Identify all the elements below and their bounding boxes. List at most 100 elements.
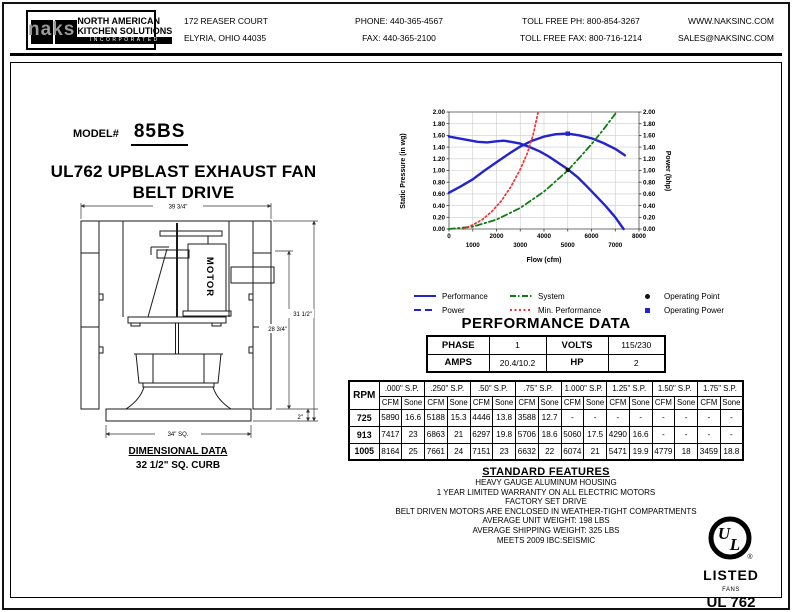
- rpm-data-cell: 7151: [469, 442, 494, 461]
- rpm-data-cell: 22: [537, 442, 562, 461]
- svg-text:1.00: 1.00: [643, 168, 656, 175]
- rpm-data-cell: 15.3: [446, 408, 471, 427]
- fax-line: FAX: 440-365-2100: [362, 32, 436, 43]
- model-label: MODEL#: [73, 128, 119, 140]
- legend-label: Min. Performance: [538, 305, 602, 315]
- marker-operating-power: [565, 131, 570, 136]
- svg-text:®: ®: [747, 553, 753, 561]
- electrical-header-cell: PHASE: [426, 335, 490, 355]
- svg-text:1000: 1000: [466, 242, 481, 249]
- svg-text:7000: 7000: [608, 242, 623, 249]
- svg-text:5000: 5000: [561, 242, 576, 249]
- rpm-data-cell: 7661: [424, 442, 448, 461]
- rpm-data-cell: 6074: [560, 442, 585, 461]
- electrical-value-cell: 20.4/10.2: [488, 353, 547, 373]
- logo-naks-text: naks: [28, 18, 76, 40]
- rpm-data-cell: 18.6: [537, 425, 562, 444]
- svg-text:1.60: 1.60: [433, 133, 446, 140]
- rpm-data-cell: 18.8: [719, 442, 744, 461]
- rpm-data-cell: 5188: [424, 408, 448, 427]
- header-web: WWW.NAKSINC.COM SALES@NAKSINC.COM: [676, 13, 782, 47]
- rpm-data-cell: 19.9: [628, 442, 653, 461]
- rpm-row: 725 5890 16.6 5188 15.3 4446 13.8 3588 12.7- - - - -…: [348, 408, 744, 427]
- legend-label: Operating Point: [664, 291, 720, 301]
- electrical-row: PHASE 1 VOLTS 115/230: [426, 335, 666, 355]
- main-content-box: MODEL# 85BS UL762 UPBLAST EXHAUST FAN BE…: [10, 62, 782, 611]
- rpm-data-cell: 24: [446, 442, 471, 461]
- rpm-data-cell: 7417: [378, 425, 403, 444]
- rpm-data-cell: 5706: [515, 425, 539, 444]
- legend-swatch-square: [644, 307, 650, 313]
- phone-line: PHONE: 440-365-4567: [355, 15, 443, 26]
- svg-text:1.00: 1.00: [433, 168, 446, 175]
- naks-logo: naks NORTH AMERICAN KITCHEN SOLUTIONS IN…: [26, 9, 173, 50]
- dim-width-label: 39 3/4": [169, 205, 188, 211]
- rpm-data-cell: -: [606, 408, 630, 427]
- dim-base-width-label: 34" SQ.: [168, 432, 189, 438]
- sp-column-header: 1.50" S.P.: [651, 380, 698, 397]
- header-tollfree: TOLL FREE PH: 800-854-3267 TOLL FREE FAX…: [486, 13, 676, 47]
- electrical-value-cell: 2: [607, 353, 666, 373]
- feature-line: 1 YEAR LIMITED WARRANTY ON ALL ELECTRIC …: [436, 487, 656, 497]
- svg-text:2000: 2000: [489, 233, 504, 240]
- rpm-data-cell: 3459: [697, 442, 721, 461]
- legend-label: Operating Power: [664, 305, 725, 315]
- standard-features-title: STANDARD FEATURES: [482, 466, 610, 478]
- tollfree-fax-line: TOLL FREE FAX: 800-716-1214: [520, 32, 642, 43]
- logo-line1: NORTH AMERICAN: [77, 15, 160, 26]
- model-number: 85BS: [130, 121, 189, 146]
- feature-line: MEETS 2009 IBC:SEISMIC: [496, 535, 596, 545]
- svg-text:2.00: 2.00: [643, 109, 656, 116]
- svg-text:0.80: 0.80: [643, 179, 656, 186]
- sp-column-header: .250" S.P.: [424, 380, 471, 397]
- rpm-data-cell: 17.5: [583, 425, 607, 444]
- legend-label: System: [538, 291, 565, 301]
- rpm-data-cell: -: [719, 425, 744, 444]
- svg-text:1.60: 1.60: [643, 133, 656, 140]
- rpm-data-cell: 6632: [515, 442, 539, 461]
- rpm-data-cell: -: [651, 425, 676, 444]
- rpm-data-cell: 23: [401, 425, 425, 444]
- dim-inner-label: 28 3/4": [268, 327, 287, 333]
- rpm-row: 913 7417 23 6863 21 6297 19.8 5706 18.6 5060 17.5 4…: [348, 425, 744, 444]
- svg-text:0.40: 0.40: [643, 203, 656, 210]
- svg-text:0.00: 0.00: [433, 226, 446, 233]
- sub-header-cfm: CFM: [424, 395, 448, 410]
- sub-header-cfm: CFM: [697, 395, 721, 410]
- legend-label: Power: [442, 305, 465, 315]
- rpm-data-cell: 8164: [378, 442, 403, 461]
- rpm-data-cell: -: [583, 408, 607, 427]
- performance-data-title: PERFORMANCE DATA: [461, 315, 631, 332]
- rpm-data-cell: 18: [674, 442, 698, 461]
- rpm-data-cell: -: [719, 408, 744, 427]
- svg-text:1.80: 1.80: [643, 121, 656, 128]
- ul-listed-text: LISTED: [703, 567, 759, 583]
- standard-features-list: HEAVY GAUGE ALUMINUM HOUSING 1 YEAR LIMIT…: [346, 478, 746, 545]
- electrical-header-cell: HP: [545, 353, 609, 373]
- sub-header-sone: Sone: [401, 395, 425, 410]
- electrical-header-cell: VOLTS: [545, 335, 609, 355]
- legend-item: Performance: [413, 292, 509, 301]
- electrical-data-table: PHASE 1 VOLTS 115/230 AMPS 20.4/10.2 HP 2: [426, 335, 666, 373]
- rpm-data-cell: -: [674, 425, 698, 444]
- series-power: [447, 132, 627, 194]
- model-row: MODEL# 85BS: [73, 121, 189, 146]
- sub-header-cfm: CFM: [651, 395, 676, 410]
- rpm-data-cell: 5890: [378, 408, 403, 427]
- sub-header-cfm: CFM: [606, 395, 630, 410]
- sp-column-header: 1.75" S.P.: [697, 380, 744, 397]
- email-line: SALES@NAKSINC.COM: [677, 32, 774, 43]
- data-column: PERFORMANCE DATA PHASE 1 VOLTS 115/230 AMPS 2…: [346, 315, 746, 545]
- sub-header-sone: Sone: [537, 395, 562, 410]
- ul-category-text: FANS: [722, 587, 740, 593]
- feature-line: AVERAGE UNIT WEIGHT: 198 LBS: [482, 516, 610, 526]
- rpm-data-cell: 5471: [606, 442, 630, 461]
- rpm-data-cell: -: [697, 408, 721, 427]
- header-address: 172 REASER COURT ELYRIA, OHIO 44035: [184, 13, 324, 47]
- svg-text:3000: 3000: [513, 242, 528, 249]
- x-axis-label: Flow (cfm): [527, 257, 562, 264]
- rpm-value: 1005: [348, 442, 380, 461]
- title-line1: UL762 UPBLAST EXHAUST FAN: [50, 162, 317, 181]
- svg-text:1.40: 1.40: [433, 144, 446, 151]
- ul-logo-icon: U L ®: [708, 516, 753, 561]
